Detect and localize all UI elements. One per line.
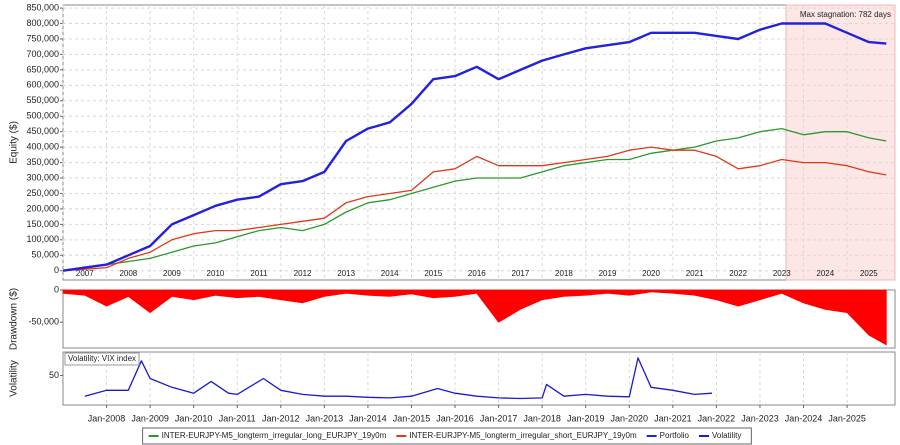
x-tick-label: Jan-2022 [698,413,736,423]
y-tick-label: 100,000 [26,234,59,244]
x-tick-label: 2024 [816,269,834,278]
x-tick-label: Jan-2013 [306,413,344,423]
legend-box [142,427,752,445]
x-tick-label: 2014 [381,269,399,278]
x-tick-label: 2020 [642,269,660,278]
legend-label: Volatility [712,431,741,440]
y-tick-label: 550,000 [26,95,59,105]
x-tick-label: Jan-2012 [262,413,300,423]
y-tick-label: 700,000 [26,49,59,59]
x-tick-label: 2009 [163,269,181,278]
y-tick-label: -50,000 [28,317,59,327]
x-tick-label: Jan-2023 [741,413,779,423]
x-tick-label: 2021 [686,269,704,278]
x-tick-label: Jan-2024 [785,413,823,423]
legend-label: Portfolio [660,431,690,440]
x-tick-label: Jan-2014 [349,413,387,423]
x-tick-label: 2016 [468,269,486,278]
y-tick-label: 200,000 [26,203,59,213]
y-tick-label: 650,000 [26,64,59,74]
y-tick-label: 800,000 [26,18,59,28]
panel [62,4,896,281]
x-tick-label: Jan-2020 [611,413,649,423]
x-tick-label: Jan-2010 [175,413,213,423]
x-tick-label: 2013 [337,269,355,278]
y-tick-label: 500,000 [26,111,59,121]
x-tick-label: 2010 [207,269,225,278]
y-tick-label: 50,000 [31,250,59,260]
x-tick-label: 2018 [555,269,573,278]
x-tick-label: Jan-2008 [88,413,126,423]
x-tick-label: 2008 [119,269,137,278]
y-tick-label: 250,000 [26,188,59,198]
drawdown-area [62,289,887,346]
legend-label: INTER-EURJPY-M5_longterm_irregular_short… [409,431,637,440]
y-tick-label: 0 [54,265,59,275]
panel-title-box [64,352,140,366]
panel [62,351,896,406]
x-tick-label: Jan-2015 [393,413,431,423]
x-tick-label: Jan-2025 [828,413,866,423]
y-tick-label: 350,000 [26,157,59,167]
y-axis-label: Volatility [9,360,20,397]
x-tick-label: 2017 [511,269,529,278]
y-tick-label: 150,000 [26,219,59,229]
x-tick-label: 2015 [424,269,442,278]
x-tick-label: Jan-2016 [436,413,474,423]
y-tick-label: 600,000 [26,80,59,90]
y-tick-label: 850,000 [26,2,59,12]
legend: INTER-EURJPY-M5_longterm_irregular_long_… [142,427,752,445]
x-tick-label: Jan-2019 [567,413,605,423]
y-tick-label: 0 [54,284,59,294]
x-tick-label: 2012 [294,269,312,278]
x-tick-label: 2019 [599,269,617,278]
y-tick-label: 50 [49,370,59,380]
series-line [62,146,887,272]
panel-title: Volatility: VIX index [68,354,136,363]
x-tick-label: 2007 [76,269,94,278]
x-tick-label: 2011 [250,269,268,278]
legend-label: INTER-EURJPY-M5_longterm_irregular_long_… [162,431,387,440]
x-tick-label: 2023 [773,269,791,278]
x-tick-label: Jan-2018 [523,413,561,423]
x-tick-label: Jan-2009 [131,413,169,423]
x-tick-label: Jan-2011 [219,413,256,423]
y-tick-label: 450,000 [26,126,59,136]
x-tick-label: Jan-2017 [480,413,518,423]
y-tick-label: 300,000 [26,172,59,182]
stagnation-area [785,4,896,281]
y-axis-label: Drawdown ($) [9,288,20,350]
y-axis-label: Equity ($) [9,121,20,164]
x-tick-label: 2025 [860,269,878,278]
series-line [62,127,887,272]
y-tick-label: 750,000 [26,33,59,43]
series-line [62,22,887,272]
y-tick-label: 400,000 [26,142,59,152]
x-tick-label: 2022 [729,269,747,278]
x-tick-label: Jan-2021 [654,413,692,423]
annotation: Max stagnation: 782 days [800,10,891,19]
series-line [84,357,713,400]
